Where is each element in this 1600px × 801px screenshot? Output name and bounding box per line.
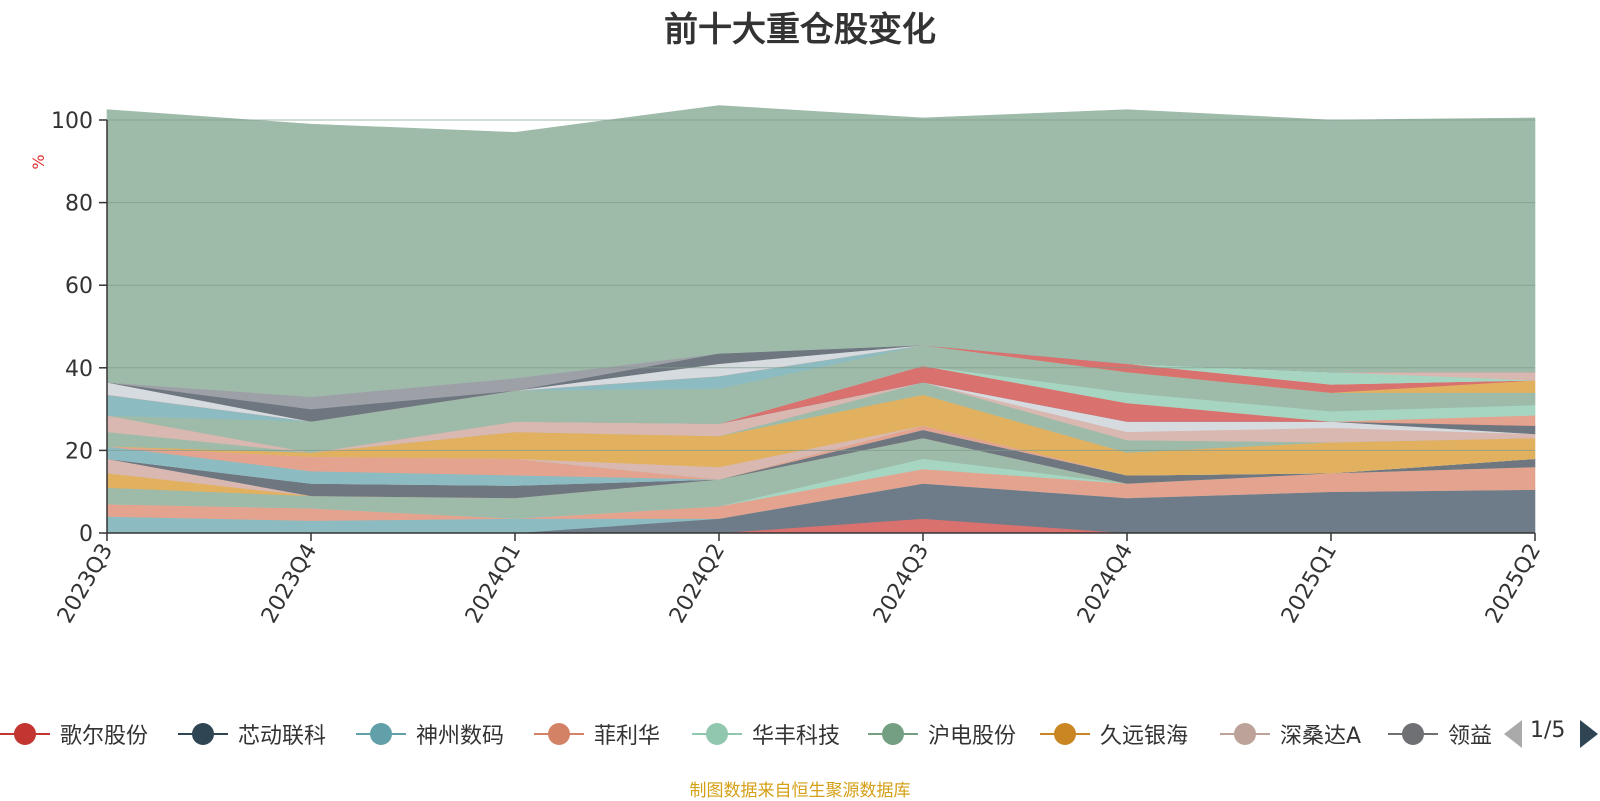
legend-label: 领益 <box>1448 724 1493 749</box>
y-tick-label: 60 <box>65 274 93 299</box>
legend-dot-icon <box>1402 723 1424 745</box>
legend-label: 华丰科技 <box>752 724 841 749</box>
legend-dot-icon <box>706 723 728 745</box>
legend-pager: 1/5 <box>1500 714 1600 754</box>
legend-page-indicator: 1/5 <box>1530 718 1566 743</box>
x-tick-label: 2023Q3 <box>53 540 118 628</box>
legend-next-arrow-icon[interactable] <box>1580 720 1598 748</box>
x-tick-label: 2024Q4 <box>1073 540 1138 628</box>
legend-dot-icon <box>1054 723 1076 745</box>
legend-label: 沪电股份 <box>928 724 1017 749</box>
area-series-31 <box>106 105 1536 398</box>
legend-dot-icon <box>14 723 36 745</box>
legend-label: 神州数码 <box>416 724 505 749</box>
x-tick-label: 2024Q2 <box>665 540 730 628</box>
y-tick-label: 40 <box>65 357 93 382</box>
x-tick-label: 2025Q2 <box>1481 540 1546 628</box>
y-tick-label: 0 <box>79 522 93 547</box>
legend-label: 芯动联科 <box>238 724 327 749</box>
x-tick-label: 2023Q4 <box>257 540 322 628</box>
legend-dot-icon <box>1234 723 1256 745</box>
area-chart: 0 20 40 60 80 100% 2023Q3 2023Q4 2024Q1 2024Q2 202… <box>29 105 1546 628</box>
legend-dot-icon <box>370 723 392 745</box>
legend-label: 深桑达A <box>1280 724 1362 749</box>
legend-dot-icon <box>192 723 214 745</box>
legend-label: 歌尔股份 <box>60 724 149 749</box>
legend-label: 久远银海 <box>1100 724 1189 749</box>
x-tick-label: 2024Q1 <box>461 540 526 628</box>
legend-dot-icon <box>882 723 904 745</box>
chart-title: 前十大重仓股变化 <box>664 10 936 50</box>
y-axis-unit-label: % <box>29 154 48 169</box>
y-tick-label: 20 <box>65 439 93 464</box>
y-tick-label: 80 <box>65 192 93 217</box>
x-tick-label: 2025Q1 <box>1277 540 1342 628</box>
x-tick-label: 2024Q3 <box>869 540 934 628</box>
y-tick-label: 100 <box>51 109 93 134</box>
legend-dot-icon <box>548 723 570 745</box>
legend-label: 菲利华 <box>594 724 661 749</box>
legend-prev-arrow-icon[interactable] <box>1504 720 1522 748</box>
data-source-note: 制图数据来自恒生聚源数据库 <box>689 781 911 801</box>
